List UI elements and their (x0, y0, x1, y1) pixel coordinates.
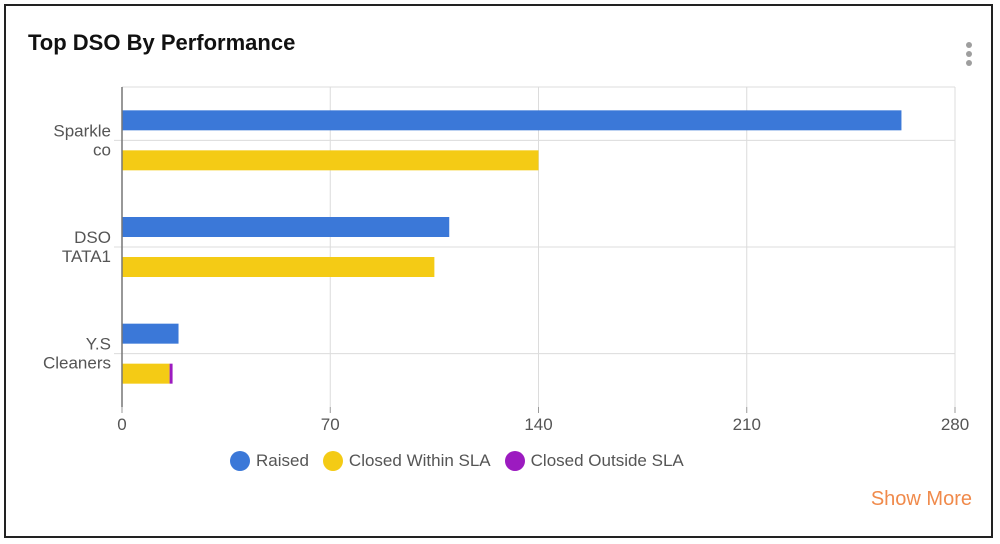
bar-raised (122, 323, 179, 344)
y-category-label: Y.S Cleaners (43, 335, 111, 373)
x-tick-label: 140 (524, 415, 552, 434)
x-tick-label: 0 (117, 415, 126, 434)
legend-label: Closed Outside SLA (530, 451, 684, 470)
bar-closed-within-sla (122, 257, 435, 277)
bar-closed-within-sla (122, 150, 539, 171)
widget-title: Top DSO By Performance (28, 30, 296, 55)
bar-closed-within-sla (122, 363, 170, 384)
legend-item[interactable]: Closed Outside SLA (504, 451, 684, 471)
bar-raised (122, 217, 450, 237)
legend-dot-icon (322, 451, 343, 471)
legend-dot-icon (504, 451, 525, 471)
legend-dot-icon (230, 451, 250, 471)
legend-item[interactable]: Raised (230, 451, 309, 471)
chart-legend: Raised Closed Within SLA Closed Outside SL… (230, 451, 684, 471)
legend-label: Raised (256, 451, 309, 470)
x-tick-label: 210 (733, 415, 761, 434)
legend-item[interactable]: Closed Within SLA (322, 451, 491, 471)
bar-closed-outside-sla (169, 363, 173, 384)
x-tick-label: 280 (941, 415, 969, 434)
legend-label: Closed Within SLA (348, 451, 491, 470)
show-more-link[interactable]: Show More (870, 488, 972, 510)
more-vert-icon[interactable] (962, 42, 976, 70)
y-category-label: DSO TATA1 (62, 228, 111, 266)
widget-card (4, 4, 993, 538)
y-category-label: Sparkle co (53, 121, 111, 159)
bar-raised (122, 110, 902, 131)
x-tick-label: 70 (321, 415, 340, 434)
